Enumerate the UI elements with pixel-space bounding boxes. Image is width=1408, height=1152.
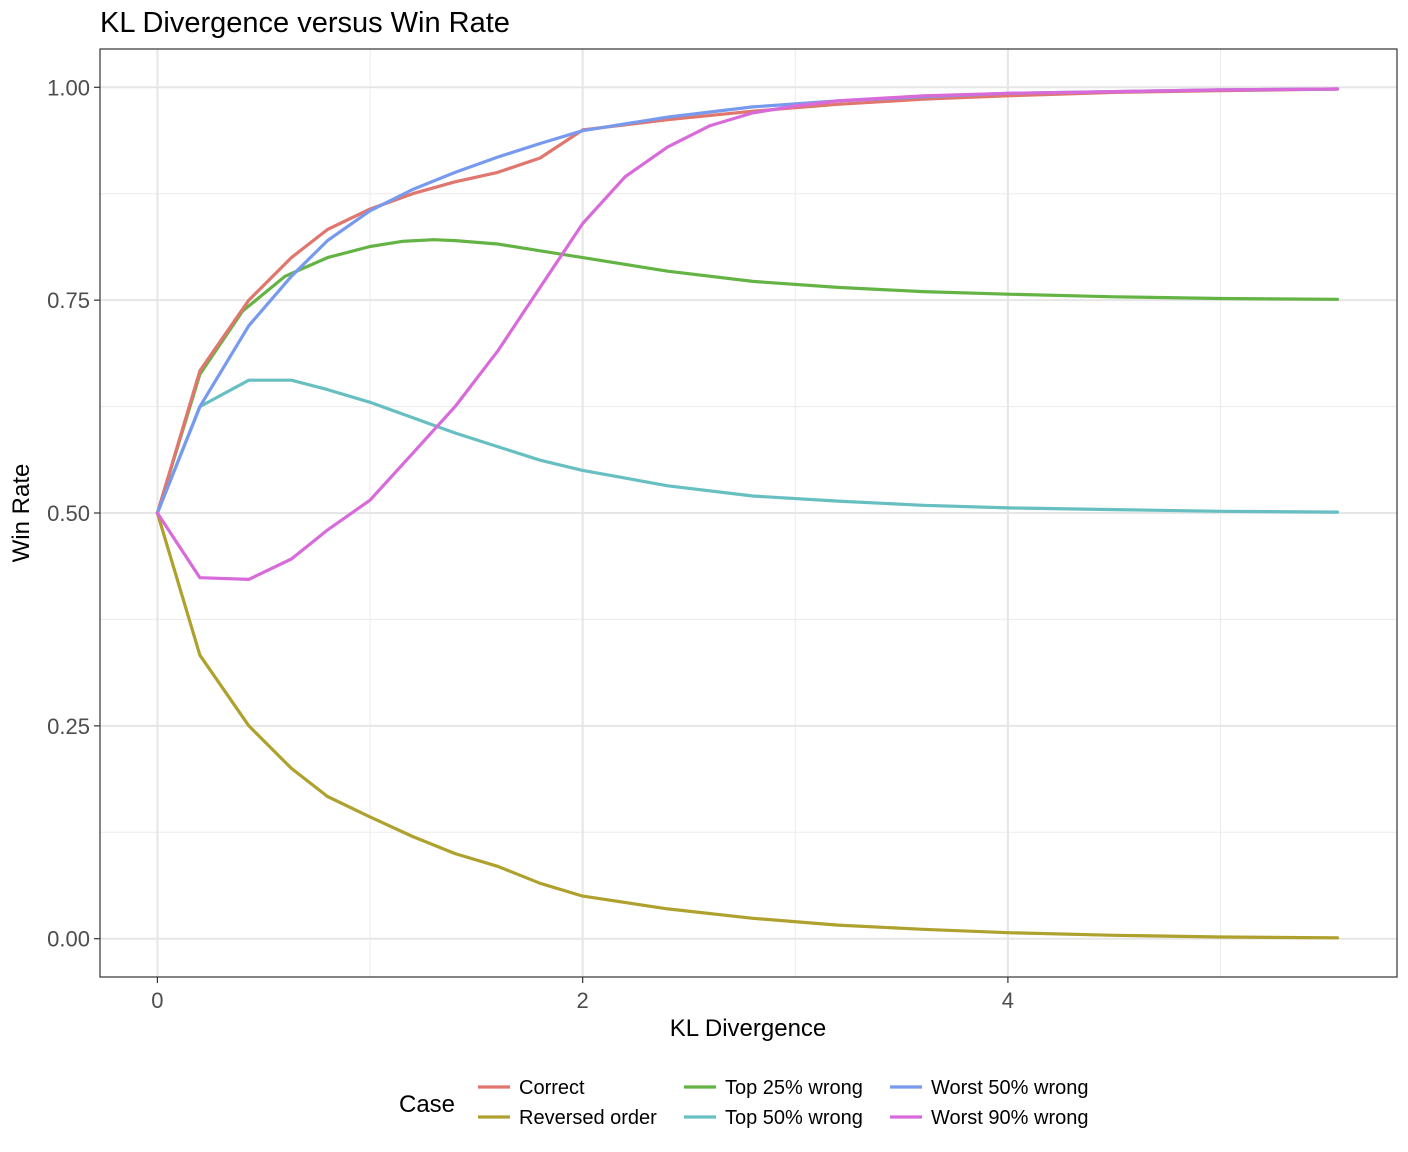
grid bbox=[100, 49, 1397, 977]
y-tick-label: 0.25 bbox=[47, 714, 90, 739]
legend-label-top-25-wrong: Top 25% wrong bbox=[725, 1077, 863, 1099]
x-tick-label: 0 bbox=[151, 988, 163, 1013]
x-tick-label: 4 bbox=[1002, 988, 1014, 1013]
series-line-top-25-wrong bbox=[155, 238, 1340, 515]
legend-title: Case bbox=[399, 1091, 455, 1118]
legend: Case Correct Reversed order Top 25% wrong To… bbox=[399, 1077, 1088, 1129]
chart-title: KL Divergence versus Win Rate bbox=[100, 7, 510, 39]
x-tick-label: 2 bbox=[577, 988, 589, 1013]
legend-label-top-50-wrong: Top 50% wrong bbox=[725, 1107, 863, 1129]
legend-label-correct: Correct bbox=[519, 1077, 585, 1099]
series-line-top-50-wrong bbox=[155, 378, 1340, 515]
legend-label-worst-90-wrong: Worst 90% wrong bbox=[931, 1107, 1088, 1129]
series-line-reversed-order bbox=[155, 511, 1340, 940]
axes: 0 2 4 0.00 0.25 0.50 0.75 1.00 bbox=[47, 75, 1014, 1013]
x-axis-title: KL Divergence bbox=[670, 1015, 827, 1042]
y-tick-label: 0.75 bbox=[47, 288, 90, 313]
legend-label-reversed-order: Reversed order bbox=[519, 1107, 657, 1129]
y-tick-label: 0.50 bbox=[47, 501, 90, 526]
y-axis-title: Win Rate bbox=[8, 464, 35, 563]
series-line-worst-90-wrong bbox=[155, 87, 1340, 582]
series-line-correct bbox=[155, 87, 1340, 515]
y-tick-label: 0.00 bbox=[47, 927, 90, 952]
series-layer bbox=[155, 87, 1340, 940]
y-tick-label: 1.00 bbox=[47, 75, 90, 100]
legend-label-worst-50-wrong: Worst 50% wrong bbox=[931, 1077, 1088, 1099]
